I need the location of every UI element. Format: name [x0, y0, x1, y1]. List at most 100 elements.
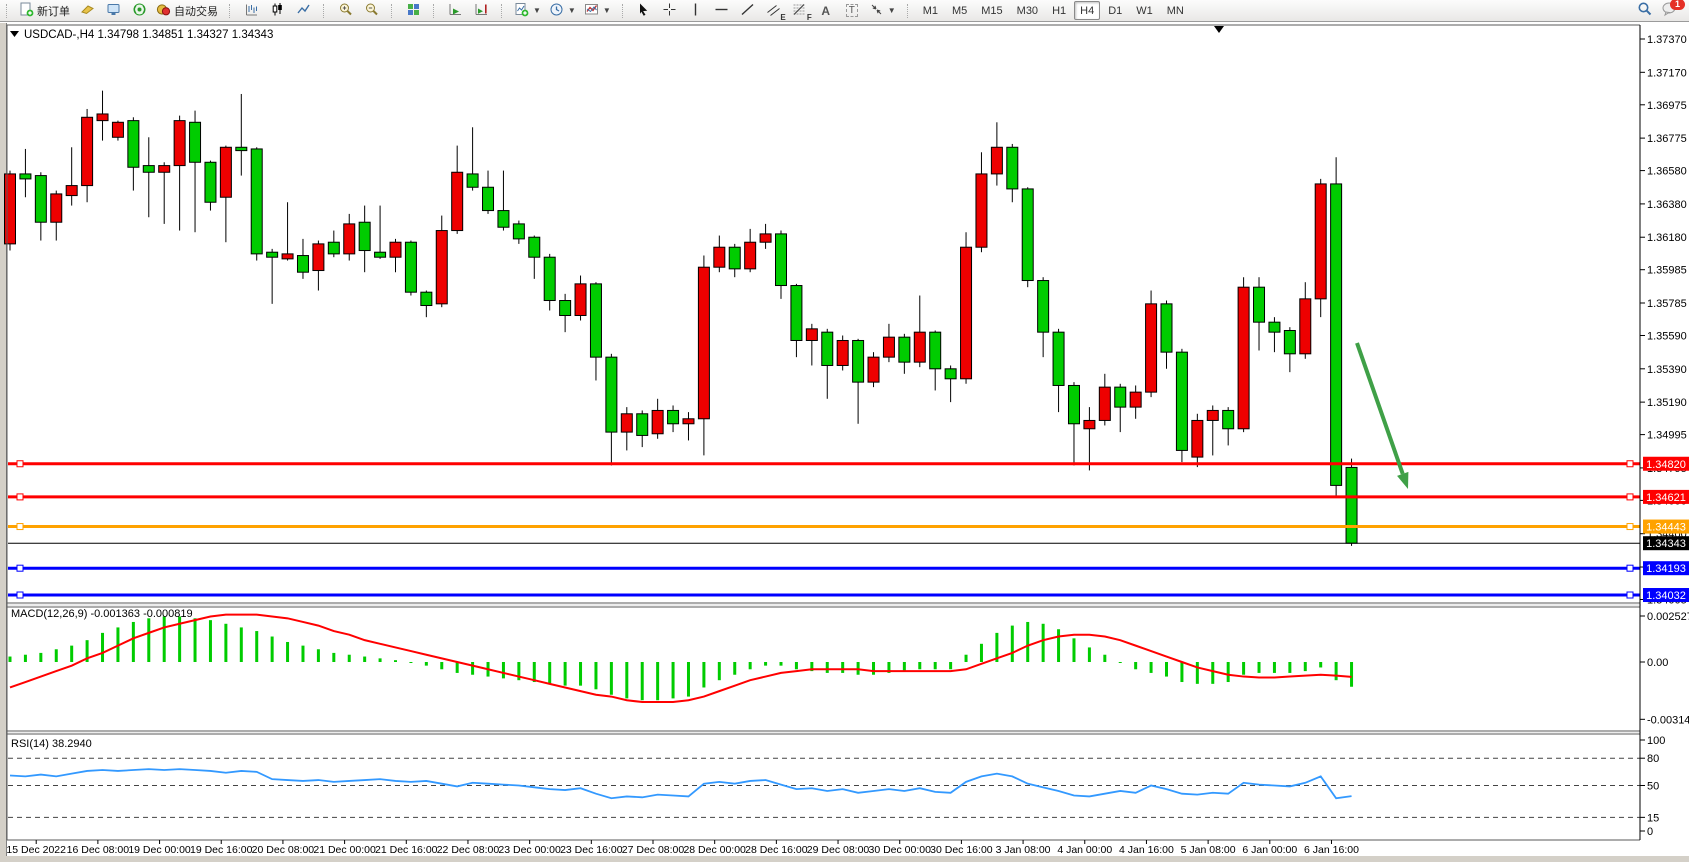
tab-timeframe-M30[interactable]: M30 — [1016, 4, 1039, 17]
fibonacci-button[interactable]: F — [788, 1, 812, 22]
chart-area[interactable]: 1.37370 1.37170 1.36975 1.36775 1.36580 1.363… — [0, 23, 1689, 862]
candlestick-chart-button[interactable] — [265, 1, 289, 21]
clock-icon — [549, 2, 564, 20]
chart-shift-button[interactable] — [469, 1, 493, 21]
candle-body — [312, 243, 325, 272]
candle-body — [651, 409, 664, 435]
price-line-label — [1643, 456, 1689, 471]
candle-body — [960, 246, 973, 380]
auto-trading-button[interactable]: 自动交易 — [153, 1, 221, 21]
candle-body — [898, 336, 911, 363]
trendline-icon — [740, 2, 755, 20]
line-anchor-handle — [16, 493, 24, 501]
search-icon — [1637, 1, 1653, 20]
candle-body — [852, 339, 865, 383]
price-line-label — [1643, 519, 1689, 534]
tab-timeframe-D1[interactable]: D1 — [1108, 4, 1123, 17]
market-button[interactable] — [75, 1, 99, 21]
new-order-button[interactable]: 新订单 — [16, 1, 73, 21]
svg-text:30 Dec 00:00: 30 Dec 00:00 — [868, 844, 931, 856]
svg-text:23 Dec 00:00: 23 Dec 00:00 — [498, 844, 561, 856]
candle-body — [327, 241, 340, 255]
terminal-icon — [106, 2, 121, 20]
cursor-button[interactable] — [632, 1, 656, 21]
tab-timeframe-M1[interactable]: M1 — [922, 4, 938, 17]
chevron-down-icon: ▼ — [533, 6, 541, 15]
vertical-line-button[interactable] — [684, 1, 708, 21]
candle-body — [158, 165, 171, 173]
tab-timeframe-H1[interactable]: H1 — [1052, 4, 1067, 17]
trendline-button[interactable] — [736, 1, 760, 21]
line-anchor-handle — [1626, 564, 1634, 572]
tab-timeframe-M5[interactable]: M5 — [951, 4, 968, 17]
trend-arrow-annotation[interactable] — [1355, 342, 1409, 489]
arrows-dropdown[interactable]: ▼ — [866, 1, 899, 21]
time-axis: 15 Dec 2022 16 Dec 08:00 19 Dec 00:00 19 De… — [6, 840, 1359, 856]
zoom-in-icon — [338, 2, 353, 20]
candle-body — [374, 251, 387, 258]
candle-body — [728, 246, 741, 270]
tab-timeframe-M15[interactable]: M15 — [981, 4, 1003, 17]
new-chart-dropdown[interactable]: ▼ — [511, 1, 544, 21]
text-label-button[interactable]: T — [840, 1, 864, 21]
notifications-button[interactable]: 1 — [1657, 0, 1685, 21]
candle-body — [975, 173, 988, 248]
terminal-button[interactable] — [101, 1, 125, 21]
candle-body — [389, 241, 402, 258]
candle-body — [1067, 384, 1080, 425]
tab-timeframe-H4[interactable]: H4 — [1074, 1, 1101, 20]
crosshair-button[interactable] — [658, 1, 682, 21]
horizontal-price-lines[interactable]: 1.34820 1.34621 1.34443 1.34193 1.34032 — [8, 456, 1689, 603]
candle-body — [81, 116, 94, 187]
candle-body — [1006, 146, 1019, 190]
toolbar-group-objects: E F A T ▼ — [618, 1, 903, 22]
search-button[interactable] — [1633, 1, 1657, 21]
line-chart-button[interactable] — [291, 1, 315, 21]
signals-icon — [132, 2, 147, 20]
candle-body — [882, 336, 895, 358]
zoom-out-button[interactable] — [359, 1, 383, 21]
text-button[interactable]: A — [814, 1, 838, 21]
equidistant-channel-button[interactable]: E — [762, 1, 786, 22]
candle-body — [1160, 303, 1173, 353]
toolbar-group-windows — [387, 1, 429, 21]
svg-text:0: 0 — [1647, 826, 1653, 838]
tile-windows-icon — [406, 2, 421, 20]
period-dropdown[interactable]: ▼ — [546, 1, 579, 21]
zoom-in-button[interactable] — [333, 1, 357, 21]
signals-button[interactable] — [127, 1, 151, 21]
horizontal-line-button[interactable] — [710, 1, 734, 21]
candle-body — [219, 146, 232, 198]
tab-timeframe-MN[interactable]: MN — [1166, 4, 1184, 17]
arrows-icon — [869, 2, 884, 20]
line-anchor-handle — [1626, 523, 1634, 531]
candle-body — [559, 300, 572, 317]
svg-text:23 Dec 16:00: 23 Dec 16:00 — [560, 844, 623, 856]
toolbar-group-chart-type — [225, 1, 319, 21]
zoom-out-icon — [364, 2, 379, 20]
candle-body — [111, 121, 124, 138]
candle-body — [497, 210, 510, 228]
rsi-level-lines — [8, 757, 1640, 818]
svg-text:4 Jan 16:00: 4 Jan 16:00 — [1119, 844, 1174, 856]
tile-windows-button[interactable] — [401, 1, 425, 21]
candle-body — [1268, 321, 1281, 333]
svg-text:21 Dec 00:00: 21 Dec 00:00 — [313, 844, 376, 856]
indicators-dropdown[interactable]: ▼ — [581, 1, 614, 21]
macd-signal-line — [9, 613, 1352, 704]
candle-body — [189, 121, 202, 163]
auto-scroll-button[interactable] — [443, 1, 467, 21]
tab-timeframe-W1[interactable]: W1 — [1136, 4, 1153, 17]
chart-shift-marker[interactable] — [1214, 26, 1224, 33]
candle-body — [775, 233, 787, 287]
svg-text:1.35590: 1.35590 — [1647, 330, 1687, 342]
candle-body — [1206, 409, 1219, 421]
channel-icon — [766, 2, 781, 20]
notification-badge: 1 — [1670, 0, 1685, 10]
candle-body — [1114, 386, 1127, 408]
candle-body — [1052, 331, 1065, 386]
fibonacci-icon — [792, 2, 807, 20]
bar-chart-button[interactable] — [239, 1, 263, 21]
svg-text:28 Dec 16:00: 28 Dec 16:00 — [745, 844, 808, 856]
